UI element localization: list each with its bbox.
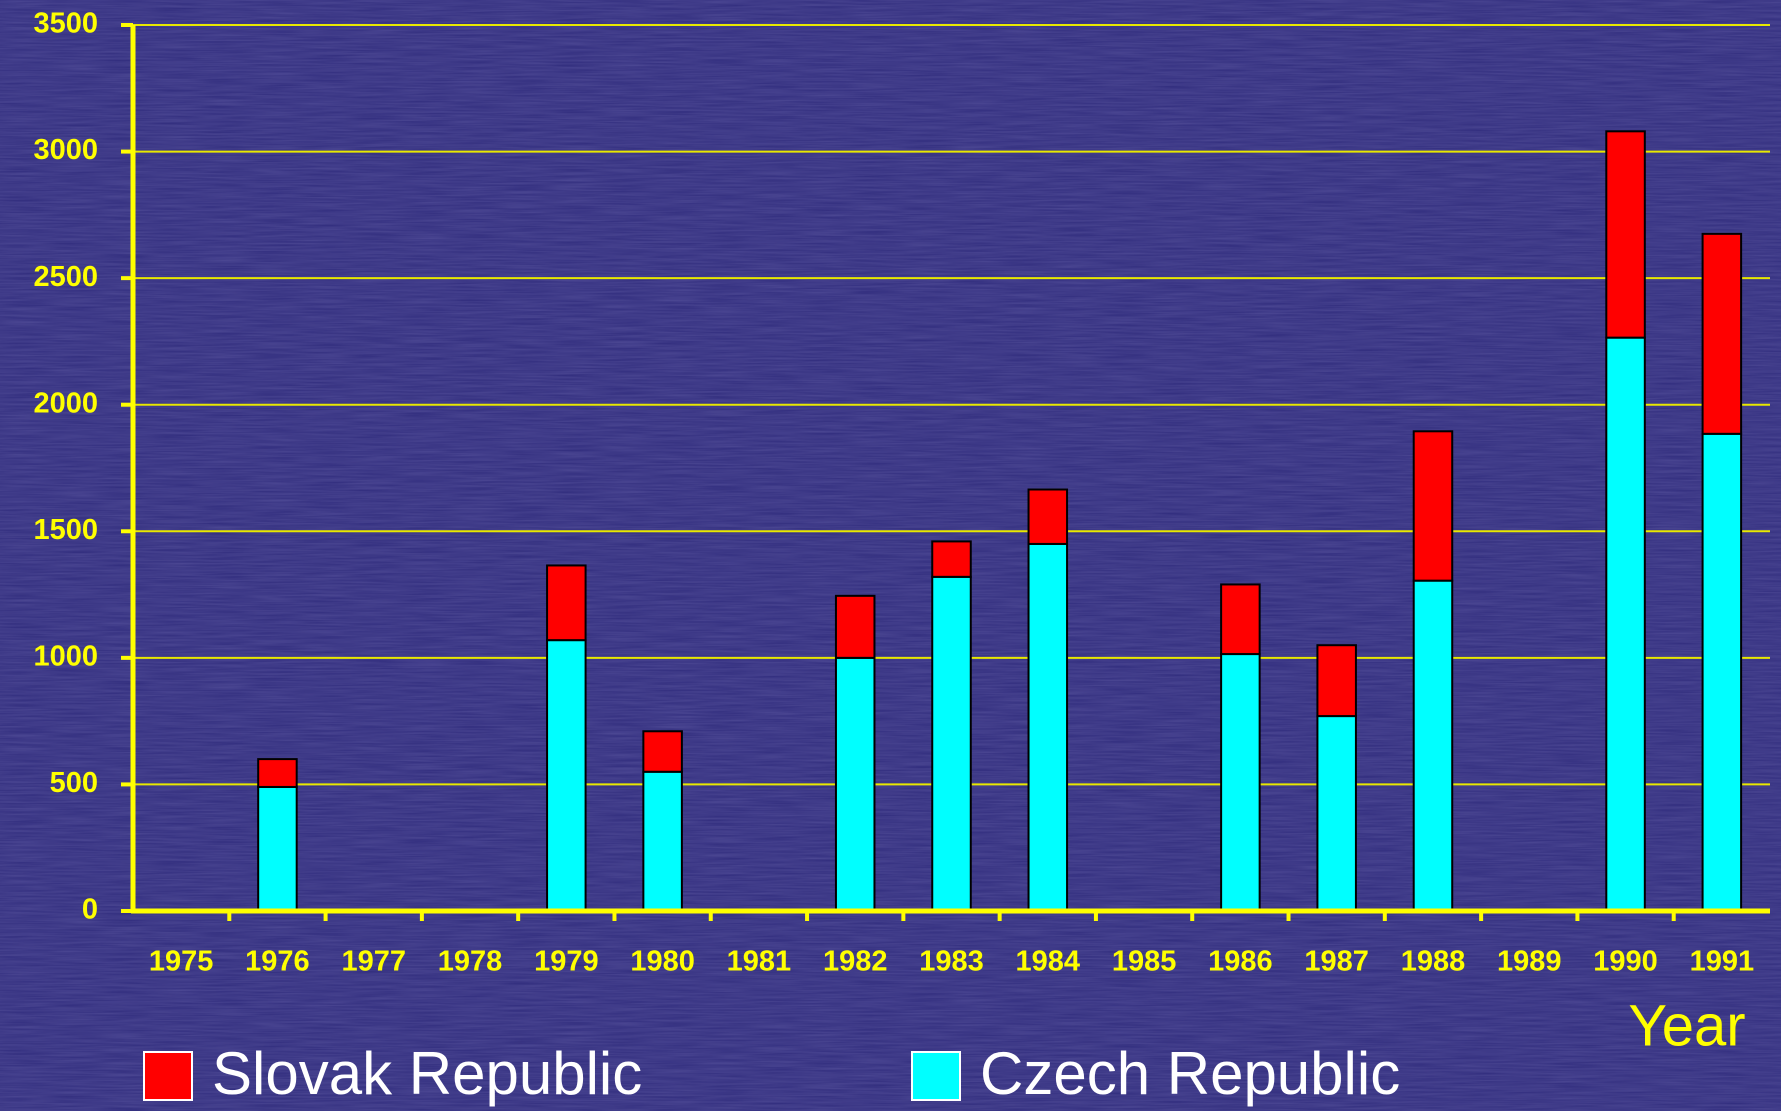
bar-segment [1701,432,1743,912]
legend-label: Czech Republic [980,1040,1400,1107]
bar-segment [1027,542,1069,912]
bar-segment [931,575,972,912]
x-tick-label: 1989 [1497,946,1562,978]
x-tick-label: 1981 [727,946,792,978]
x-tick-label: 1986 [1208,946,1273,978]
y-tick-label: 1000 [33,641,98,673]
bar-segment [931,540,972,578]
bar-segment [642,770,683,912]
x-tick-label: 1975 [149,946,214,978]
bar-segment [1412,579,1454,912]
x-tick-label: 1987 [1304,946,1369,978]
bar-segment [546,639,587,912]
x-tick-label: 1976 [245,946,310,978]
y-tick-label: 3500 [33,8,98,40]
y-tick-label: 2000 [33,387,98,419]
legend-swatch [143,1051,193,1101]
y-tick-label: 3000 [33,134,98,166]
bar-segment [1316,715,1357,913]
bar-segment [257,785,298,913]
x-axis-label: Year [1628,993,1745,1058]
x-tick-label: 1979 [534,946,599,978]
x-tick-label: 1983 [919,946,984,978]
bar-segment [834,594,876,659]
bar-segment [1220,653,1261,912]
bar-segment [1316,644,1357,718]
y-tick-label: 0 [82,894,98,926]
x-tick-label: 1977 [341,946,406,978]
x-tick-label: 1978 [438,946,503,978]
bar-segment [1412,430,1454,582]
x-tick-label: 1980 [630,946,695,978]
bar-segment [1701,232,1743,435]
legend-swatch [911,1051,961,1101]
x-tick-label: 1991 [1690,946,1755,978]
bar-segment [1605,336,1646,913]
y-tick-label: 500 [50,767,98,799]
y-tick-label: 2500 [33,261,98,293]
y-tick-label: 1500 [33,514,98,546]
x-tick-label: 1984 [1016,946,1081,978]
legend-label: Slovak Republic [212,1040,642,1107]
x-tick-label: 1988 [1401,946,1466,978]
bar-segment [834,656,876,912]
bar-segment [1027,488,1069,545]
bar-segment [546,564,587,642]
bar-segment [1605,130,1646,339]
bar-segment [1220,583,1261,656]
x-tick-label: 1990 [1593,946,1658,978]
x-tick-label: 1982 [823,946,888,978]
x-tick-label: 1985 [1112,946,1177,978]
bar-segment [257,758,298,788]
bar-segment [642,730,683,773]
